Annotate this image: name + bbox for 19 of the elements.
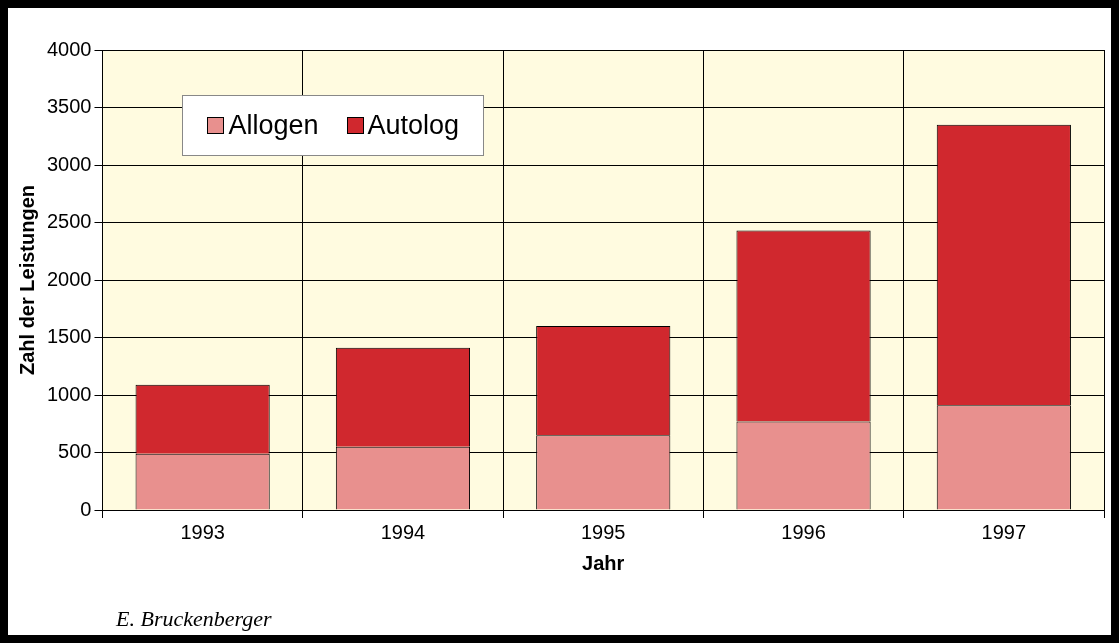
x-tick-label: 1994 — [380, 520, 426, 543]
x-tick-label: 1997 — [981, 520, 1027, 543]
y-axis-title: Zahl der Leistungen — [15, 184, 38, 376]
x-tick-label: 1993 — [180, 520, 225, 543]
y-tick-label: 500 — [58, 440, 92, 463]
y-tick-label: 1500 — [46, 325, 92, 348]
x-tick-label: 1995 — [581, 520, 626, 543]
y-tick-label: 4000 — [46, 37, 92, 60]
y-tick-label: 3500 — [46, 95, 92, 118]
y-tick-label: 1000 — [46, 382, 92, 405]
y-tick-label: 0 — [80, 497, 92, 520]
x-axis-title: Jahr — [582, 551, 625, 574]
legend-label: Autolog — [367, 110, 460, 141]
y-tick-label: 3000 — [46, 152, 92, 175]
y-tick-label: 2500 — [46, 210, 92, 233]
text: E. Bruckenberger — [116, 606, 272, 632]
x-tick-label: 1996 — [781, 520, 826, 543]
y-tick-label: 2000 — [46, 267, 92, 290]
legend-label: Allogen — [228, 110, 319, 141]
